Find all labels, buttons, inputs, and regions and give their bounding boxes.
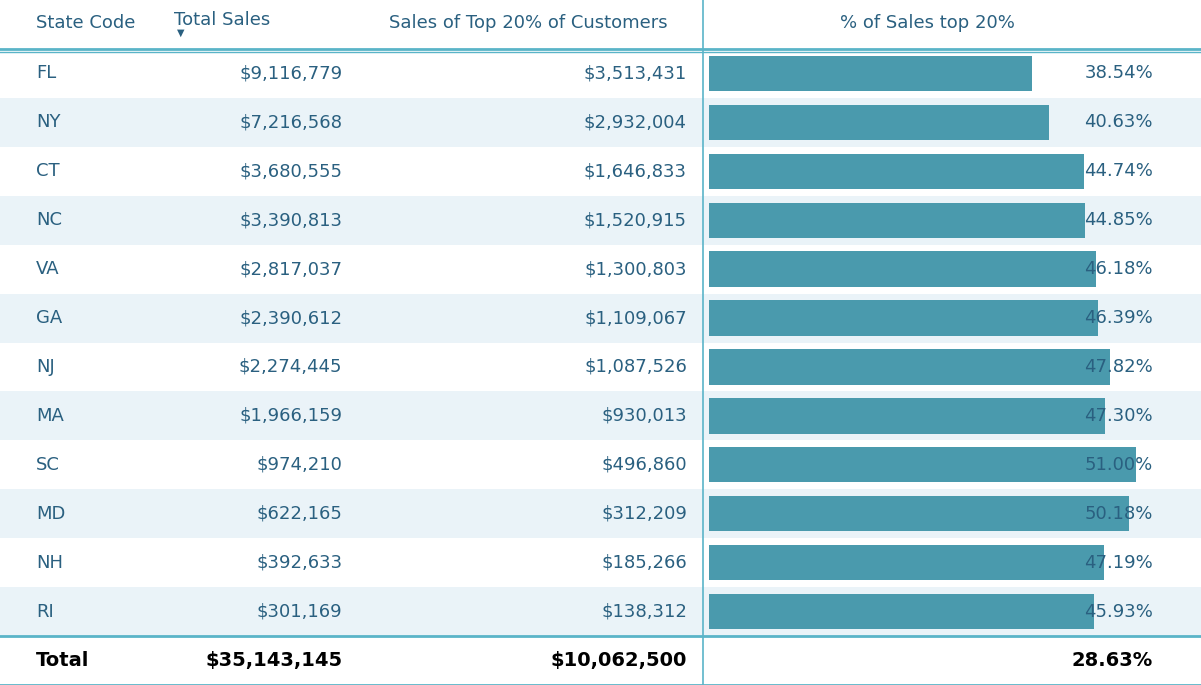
Bar <box>0 196 1201 245</box>
Text: $3,513,431: $3,513,431 <box>584 64 687 82</box>
Text: % of Sales top 20%: % of Sales top 20% <box>841 14 1015 32</box>
Text: CT: CT <box>36 162 60 180</box>
Bar <box>0 587 1201 636</box>
Bar <box>709 153 1083 189</box>
Text: Total: Total <box>36 651 89 670</box>
Text: $930,013: $930,013 <box>602 407 687 425</box>
Text: $1,300,803: $1,300,803 <box>585 260 687 278</box>
Text: $138,312: $138,312 <box>600 603 687 621</box>
Text: $301,169: $301,169 <box>257 603 342 621</box>
Bar <box>709 349 1110 384</box>
Text: $1,087,526: $1,087,526 <box>584 358 687 376</box>
Bar <box>0 538 1201 587</box>
Text: $3,680,555: $3,680,555 <box>239 162 342 180</box>
Text: NJ: NJ <box>36 358 55 376</box>
Bar <box>0 636 1201 685</box>
Bar <box>709 594 1094 630</box>
Text: SC: SC <box>36 456 60 474</box>
Text: NH: NH <box>36 553 62 572</box>
Bar <box>709 203 1085 238</box>
Text: MD: MD <box>36 505 65 523</box>
Text: ▼: ▼ <box>177 27 184 37</box>
Text: State Code: State Code <box>36 14 136 32</box>
Bar <box>0 0 1201 49</box>
Text: 38.54%: 38.54% <box>1085 64 1153 82</box>
Bar <box>709 301 1098 336</box>
Text: 47.30%: 47.30% <box>1085 407 1153 425</box>
Bar <box>709 398 1105 434</box>
Bar <box>709 496 1129 532</box>
Text: $622,165: $622,165 <box>256 505 342 523</box>
Bar <box>709 55 1032 91</box>
Bar <box>0 245 1201 294</box>
Bar <box>0 294 1201 342</box>
Bar <box>0 489 1201 538</box>
Text: 28.63%: 28.63% <box>1071 651 1153 670</box>
Text: $2,817,037: $2,817,037 <box>239 260 342 278</box>
Bar <box>709 545 1104 580</box>
Text: Sales of Top 20% of Customers: Sales of Top 20% of Customers <box>389 14 668 32</box>
Text: $392,633: $392,633 <box>256 553 342 572</box>
Text: NC: NC <box>36 211 62 229</box>
Text: $2,932,004: $2,932,004 <box>584 113 687 132</box>
Text: 45.93%: 45.93% <box>1085 603 1153 621</box>
Text: $2,390,612: $2,390,612 <box>239 309 342 327</box>
Bar <box>0 147 1201 196</box>
Text: 47.19%: 47.19% <box>1085 553 1153 572</box>
Text: FL: FL <box>36 64 56 82</box>
Text: Total Sales: Total Sales <box>174 10 270 29</box>
Bar <box>0 342 1201 391</box>
Bar <box>0 49 1201 98</box>
Text: 46.18%: 46.18% <box>1085 260 1153 278</box>
Text: GA: GA <box>36 309 62 327</box>
Bar <box>0 98 1201 147</box>
Text: $9,116,779: $9,116,779 <box>239 64 342 82</box>
Text: 44.74%: 44.74% <box>1085 162 1153 180</box>
Text: 44.85%: 44.85% <box>1085 211 1153 229</box>
Text: $7,216,568: $7,216,568 <box>239 113 342 132</box>
Text: $1,520,915: $1,520,915 <box>584 211 687 229</box>
Text: $312,209: $312,209 <box>600 505 687 523</box>
Text: MA: MA <box>36 407 64 425</box>
Text: $1,966,159: $1,966,159 <box>239 407 342 425</box>
Bar <box>709 251 1095 287</box>
Text: 46.39%: 46.39% <box>1085 309 1153 327</box>
Text: 50.18%: 50.18% <box>1085 505 1153 523</box>
Bar <box>709 105 1050 140</box>
Text: $1,109,067: $1,109,067 <box>585 309 687 327</box>
Text: 40.63%: 40.63% <box>1085 113 1153 132</box>
Text: $1,646,833: $1,646,833 <box>584 162 687 180</box>
Text: $496,860: $496,860 <box>602 456 687 474</box>
Text: 51.00%: 51.00% <box>1085 456 1153 474</box>
Text: $3,390,813: $3,390,813 <box>239 211 342 229</box>
Bar <box>0 391 1201 440</box>
Text: 47.82%: 47.82% <box>1085 358 1153 376</box>
Bar <box>709 447 1136 482</box>
Text: $10,062,500: $10,062,500 <box>550 651 687 670</box>
Text: $185,266: $185,266 <box>602 553 687 572</box>
Text: NY: NY <box>36 113 60 132</box>
Bar <box>0 440 1201 489</box>
Text: $2,274,445: $2,274,445 <box>239 358 342 376</box>
Text: VA: VA <box>36 260 60 278</box>
Text: RI: RI <box>36 603 54 621</box>
Text: $35,143,145: $35,143,145 <box>205 651 342 670</box>
Text: $974,210: $974,210 <box>256 456 342 474</box>
